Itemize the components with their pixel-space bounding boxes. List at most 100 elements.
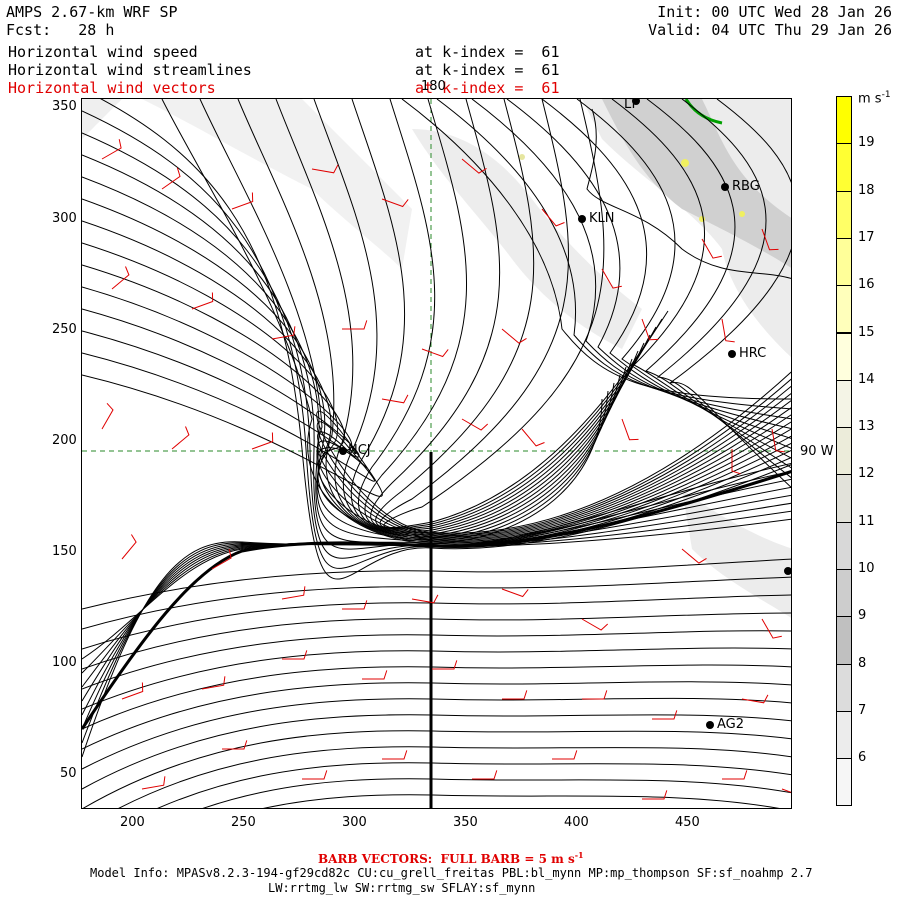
wind-barb — [411, 594, 439, 604]
wind-barb — [771, 428, 785, 453]
x-tick-250: 250 — [231, 815, 256, 830]
map-canvas — [82, 99, 791, 808]
model-info-line1: Model Info: MPASv8.2.3-194-gf29cd82c CU:… — [90, 866, 813, 880]
streamline — [82, 714, 791, 790]
wind-barb — [161, 167, 181, 190]
x-tick-350: 350 — [453, 815, 478, 830]
station-edge-marker — [784, 567, 791, 575]
streamline — [263, 794, 780, 808]
wind-barb — [501, 328, 527, 344]
streamline — [82, 198, 791, 544]
streamline — [82, 371, 791, 534]
valid-time: Valid: 04 UTC Thu 29 Jan 26 — [648, 21, 892, 39]
wind-barb — [282, 650, 308, 660]
wind-barb — [701, 238, 722, 259]
streamline — [82, 594, 791, 650]
streamline — [82, 647, 791, 710]
colorbar-label: 7 — [858, 702, 867, 718]
wind-barb — [302, 770, 328, 780]
wind-barb — [721, 318, 735, 343]
streamline — [82, 462, 791, 758]
streamline — [82, 264, 791, 540]
wind-barb — [461, 418, 489, 431]
colorbar-label: 6 — [858, 750, 867, 766]
y-tick-350: 350 — [52, 99, 77, 114]
station-ncj-label: NCJ — [348, 443, 371, 458]
map-plot-area: NCJ KLN RBG HRC AG2 LT — [81, 98, 792, 809]
wind-barb — [251, 432, 274, 450]
wind-barb — [362, 670, 388, 680]
y-tick-150: 150 — [52, 544, 77, 559]
colorbar-swatch — [836, 663, 852, 712]
wind-barb — [171, 426, 190, 450]
wind-barb — [231, 192, 254, 210]
x-tick-450: 450 — [675, 815, 700, 830]
streamline — [375, 99, 657, 530]
parallel-label: 90 W — [800, 444, 834, 459]
streamline — [82, 558, 791, 610]
streamline — [82, 242, 791, 541]
wind-barb — [722, 770, 748, 780]
colorbar-swatch — [836, 758, 852, 807]
wind-barb — [501, 588, 529, 598]
colorbar-swatch — [836, 521, 852, 570]
wind-barb — [191, 292, 214, 310]
wind-barb — [761, 618, 782, 639]
colorbar-label: 8 — [858, 655, 867, 671]
wind-barb — [681, 548, 707, 564]
colorbar-label: 17 — [858, 229, 875, 245]
streamline — [379, 99, 663, 529]
streamline — [82, 697, 791, 770]
station-hrc-label: HRC — [739, 346, 767, 361]
wind-barb — [311, 164, 339, 174]
wind-barb — [731, 449, 741, 475]
streamline — [644, 99, 791, 469]
field-name-vectors: Horizontal wind vectors — [8, 79, 216, 97]
wind-barb — [211, 549, 232, 570]
streamline — [161, 99, 603, 545]
colorbar-label: 14 — [858, 371, 875, 387]
streamline — [237, 99, 615, 541]
y-tick-300: 300 — [52, 211, 77, 226]
wind-barb — [761, 228, 779, 251]
station-hrc-marker — [728, 350, 736, 358]
colorbar-swatch — [836, 285, 852, 334]
wind-barb — [541, 208, 565, 227]
streamline — [82, 352, 791, 535]
colorbar-swatch — [836, 569, 852, 618]
wind-barb — [582, 690, 608, 700]
colorbar-swatch — [836, 427, 852, 476]
model-title: AMPS 2.67-km WRF SP — [6, 3, 178, 21]
streamline — [370, 99, 651, 531]
wind-vectors — [101, 139, 791, 800]
streamline — [118, 746, 791, 808]
colorbar-swatch — [836, 474, 852, 523]
wind-barb — [741, 694, 769, 704]
wind-barb — [432, 660, 458, 670]
wind-barb — [121, 534, 137, 560]
x-tick-400: 400 — [564, 815, 589, 830]
streamlines — [82, 99, 791, 808]
colorbar-label: 16 — [858, 277, 875, 293]
init-time: Init: 00 UTC Wed 28 Jan 26 — [657, 3, 892, 21]
barb-legend: BARB VECTORS: FULL BARB = 5 m s-1 — [318, 850, 584, 866]
wind-barb — [222, 740, 248, 750]
colorbar-label: 9 — [858, 608, 867, 624]
wind-barb — [502, 690, 528, 700]
colorbar-swatch — [836, 143, 852, 192]
streamline — [202, 778, 791, 808]
wind-barb — [472, 770, 498, 780]
streamline — [611, 99, 791, 459]
field-name-streamlines: Horizontal wind streamlines — [8, 61, 252, 79]
station-lt-marker — [632, 99, 640, 105]
coastline — [684, 99, 723, 125]
station-lt-label: LT — [624, 98, 638, 112]
colorbar-swatch — [836, 237, 852, 287]
ice-edge — [586, 108, 791, 279]
streamline — [656, 99, 791, 479]
wind-barb — [552, 750, 578, 760]
field-level-wind-speed: at k-index = 61 — [415, 43, 560, 61]
field-level-streamlines: at k-index = 61 — [415, 61, 560, 79]
streamline — [364, 99, 645, 532]
wind-barb — [141, 776, 166, 790]
